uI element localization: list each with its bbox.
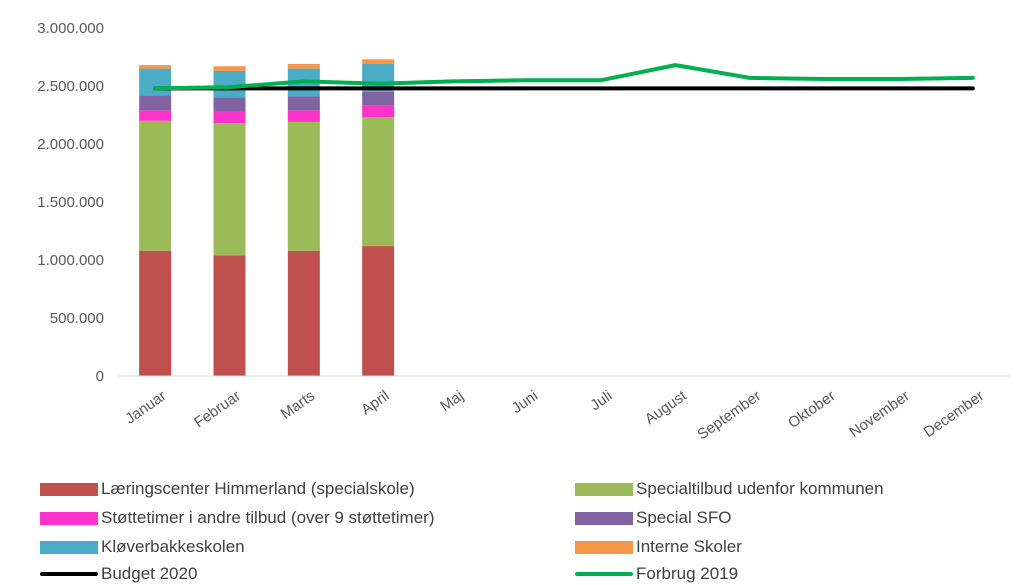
legend-item: Støttetimer i andre tilbud (over 9 støtt… <box>40 507 435 529</box>
y-tick-label: 2.500.000 <box>37 78 104 95</box>
x-tick-label: Februar <box>191 387 244 431</box>
bar-segment <box>362 117 395 247</box>
x-tick-label: December <box>921 387 987 441</box>
x-tick-label: April <box>358 387 392 418</box>
bar-segment <box>213 111 246 124</box>
legend-item: Interne Skoler <box>575 536 742 558</box>
bar-segment <box>213 66 246 71</box>
bar-segment <box>362 91 395 106</box>
bar-segment <box>213 70 246 98</box>
line-series-group <box>153 63 975 91</box>
legend-label: Støttetimer i andre tilbud (over 9 støtt… <box>101 508 435 527</box>
y-tick-label: 2.000.000 <box>37 136 104 153</box>
legend-label: Budget 2020 <box>101 564 198 583</box>
x-tick-label: November <box>846 387 912 441</box>
y-tick-label: 1.000.000 <box>37 252 104 269</box>
x-tick-label: Marts <box>278 387 318 422</box>
x-tick-label: Oktober <box>785 387 838 432</box>
y-axis-labels: 0 500.000 1.000.000 1.500.000 2.000.000 2.500… <box>37 20 104 385</box>
bar-segment <box>287 110 320 122</box>
bar-segment <box>139 68 172 96</box>
legend-swatch <box>40 540 98 554</box>
y-tick-label: 3.000.000 <box>37 20 104 37</box>
legend-label: Læringscenter Himmerland (specialskole) <box>101 479 415 498</box>
x-tick-label: Januar <box>122 387 169 427</box>
y-tick-label: 500.000 <box>50 310 104 327</box>
legend-label: Specialtilbud udenfor kommunen <box>636 479 884 498</box>
x-tick-label: Maj <box>437 387 467 415</box>
bar-segment <box>362 105 395 118</box>
x-tick-label: Juni <box>509 387 541 417</box>
bar-segment <box>213 123 246 256</box>
legend-label: Interne Skoler <box>636 537 742 556</box>
legend-item: Læringscenter Himmerland (specialskole) <box>40 478 415 500</box>
bar-segment <box>362 246 395 376</box>
legend-item: Kløverbakkeskolen <box>40 536 245 558</box>
line-series <box>153 63 975 91</box>
legend-item: Forbrug 2019 <box>575 563 738 585</box>
legend-label: Forbrug 2019 <box>636 564 739 583</box>
legend-item: Specialtilbud udenfor kommunen <box>575 478 884 500</box>
legend-line-marker <box>40 572 98 576</box>
legend-swatch <box>575 511 633 525</box>
bar-segment <box>139 250 172 376</box>
bar-segment <box>287 96 320 111</box>
legend-label: Kløverbakkeskolen <box>101 537 245 556</box>
legend-swatch <box>40 511 98 525</box>
bar-segment <box>139 65 172 69</box>
y-tick-label: 1.500.000 <box>37 194 104 211</box>
bar-segment <box>139 110 172 121</box>
x-axis-labels: Januar Februar Marts April Maj Juni Juli August… <box>122 387 987 443</box>
legend-swatch <box>575 482 633 496</box>
y-tick-label: 0 <box>96 368 104 385</box>
bar-segment <box>139 95 172 111</box>
bar-segment <box>213 97 246 112</box>
x-tick-label: August <box>642 387 691 428</box>
bar-segment <box>287 250 320 376</box>
bar-segment <box>139 120 172 251</box>
x-tick-label: Juli <box>587 387 615 414</box>
bar-segment <box>362 59 395 64</box>
legend-item: Special SFO <box>575 507 731 529</box>
x-tick-label: September <box>694 387 764 443</box>
legend-swatch <box>40 482 98 496</box>
legend-label: Special SFO <box>636 508 732 527</box>
legend-line-marker <box>575 572 633 576</box>
bar-segment <box>287 121 320 251</box>
legend-item: Budget 2020 <box>40 563 197 585</box>
chart-plot: 0 500.000 1.000.000 1.500.000 2.000.000 2.500… <box>37 20 1010 443</box>
legend-swatch <box>575 540 633 554</box>
legend: Læringscenter Himmerland (specialskole) … <box>0 470 1028 583</box>
bar-segment <box>213 255 246 376</box>
bar-segment <box>287 63 320 69</box>
bar-series-group <box>139 59 395 376</box>
